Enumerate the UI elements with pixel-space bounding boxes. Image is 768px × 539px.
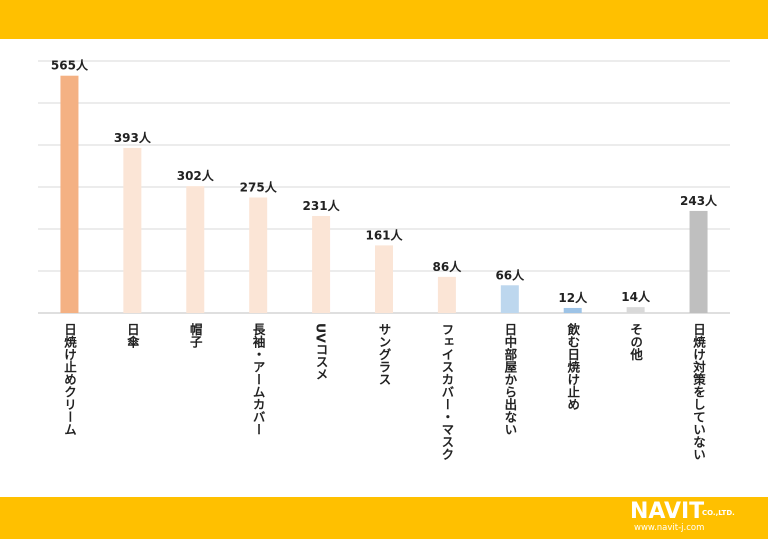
bar: [690, 211, 708, 313]
category-label: 飲む日焼け止め: [565, 322, 580, 411]
bar: [60, 76, 78, 313]
category-label: 帽子: [188, 322, 203, 349]
bars: [60, 76, 707, 313]
value-label: 243人: [680, 193, 718, 208]
category-label: 日焼け止めクリーム: [62, 323, 77, 436]
bar: [312, 216, 330, 313]
category-label: 長袖・アームカバー: [251, 322, 266, 436]
value-label: 393人: [114, 130, 152, 145]
bar: [627, 307, 645, 313]
bar: [564, 308, 582, 313]
bar: [375, 245, 393, 313]
bar: [438, 277, 456, 313]
value-label: 66人: [495, 267, 525, 282]
value-label: 14人: [621, 289, 651, 304]
category-label: UVコスメ: [314, 323, 329, 380]
logo-sub: CO.,LTD.: [702, 509, 735, 517]
category-label: その他: [628, 323, 643, 361]
navit-logo: NAVIT CO.,LTD. www.navit-j.com: [630, 500, 760, 536]
bar: [123, 148, 141, 313]
value-label: 12人: [558, 290, 588, 305]
bar: [501, 285, 519, 313]
logo-url: www.navit-j.com: [634, 523, 704, 533]
value-label: 275人: [240, 180, 278, 195]
category-label: 日傘: [125, 323, 140, 349]
value-label: 161人: [365, 227, 403, 242]
value-label: 231人: [303, 198, 341, 213]
category-label: サングラス: [377, 323, 392, 386]
category-label: フェイスカバー・マスク: [439, 323, 454, 461]
category-labels: 日焼け止めクリーム 日傘 帽子 長袖・アームカバー UVコスメ サングラス フェイスカバー・…: [62, 322, 706, 461]
value-label: 86人: [433, 259, 463, 274]
value-label: 565人: [51, 58, 89, 73]
bar: [186, 186, 204, 313]
category-label: 日中部屋から出ない: [502, 323, 517, 436]
logo-name: NAVIT: [630, 500, 704, 524]
bar: [249, 198, 267, 314]
value-label: 302人: [177, 168, 215, 183]
category-label: 日焼け対策をしていない: [691, 323, 706, 461]
